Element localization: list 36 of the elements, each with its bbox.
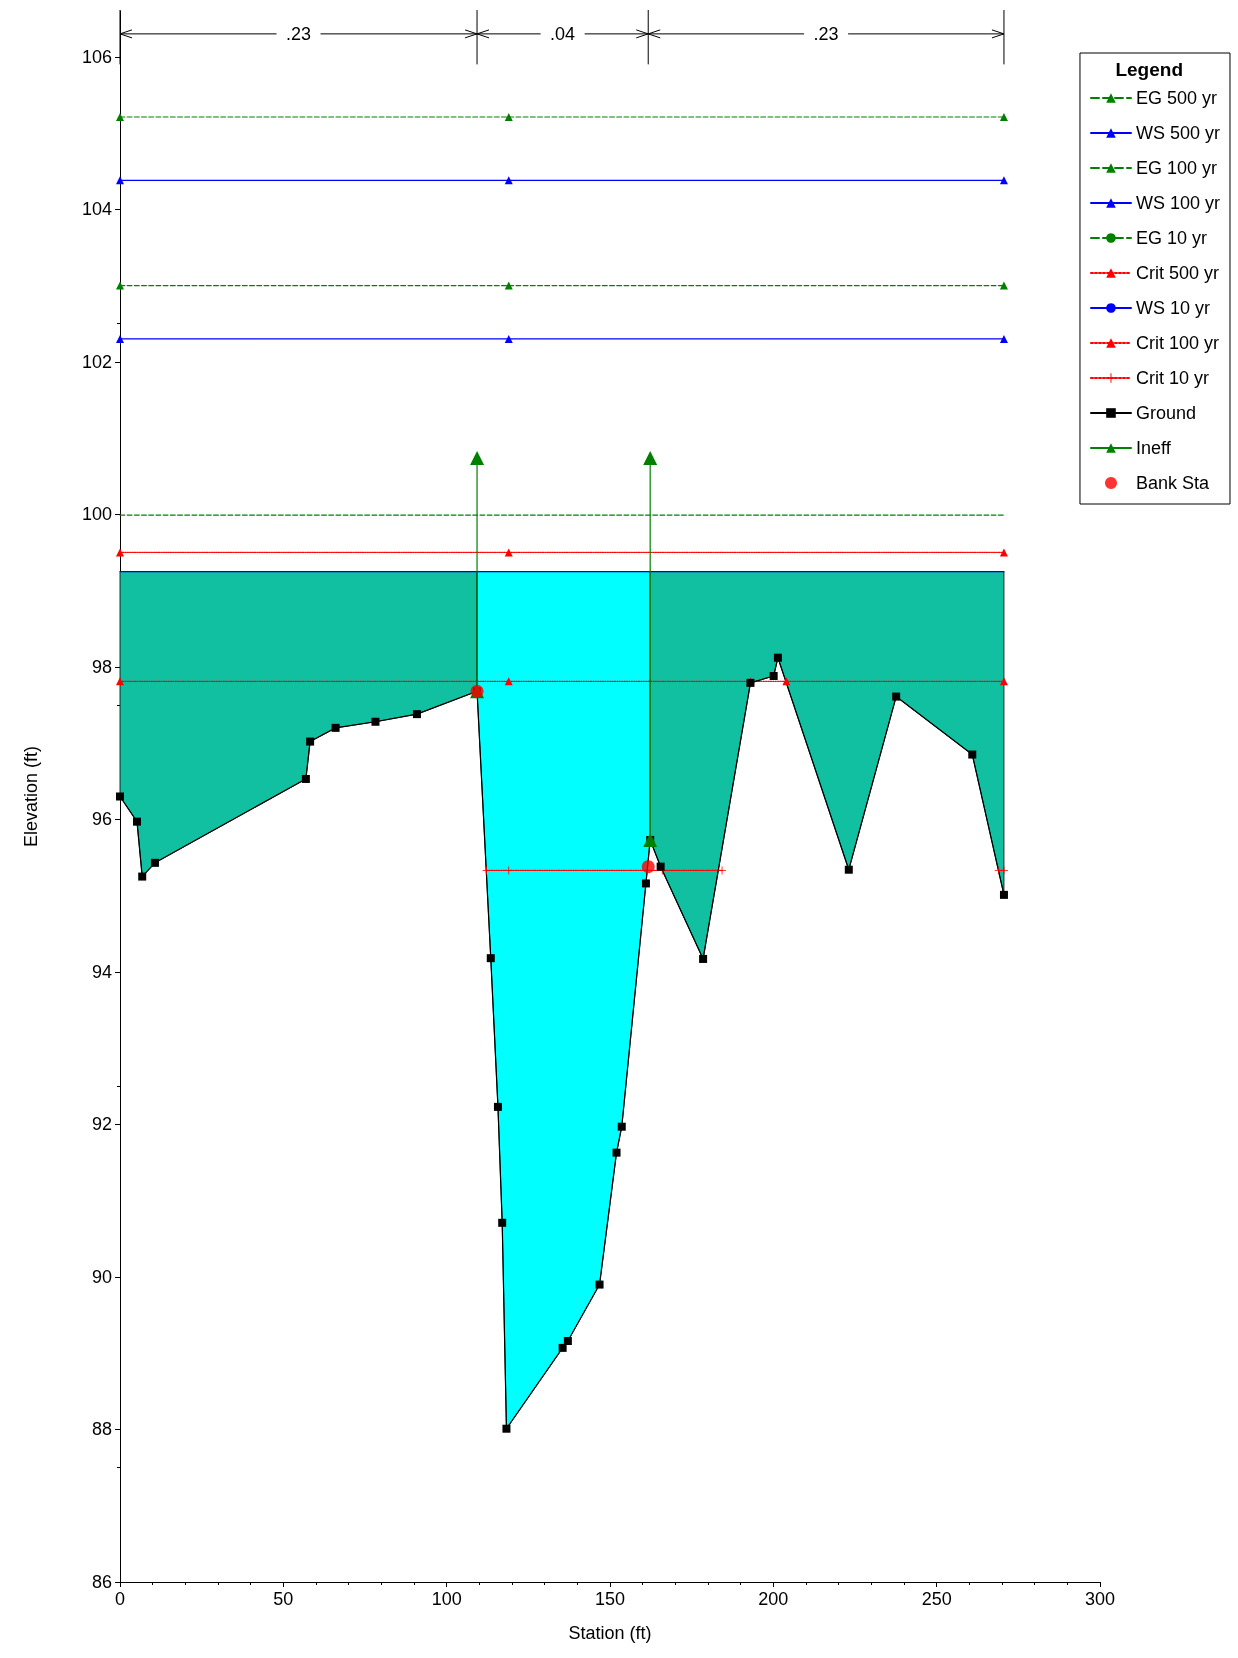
x-tick-label: 50 <box>273 1589 294 1609</box>
y-tick-label: 104 <box>81 199 112 220</box>
x-axis-title: Station (ft) <box>568 1623 652 1643</box>
legend-label: Ground <box>1135 403 1197 423</box>
legend-title: Legend <box>1115 59 1183 80</box>
legend-label: Crit 10 yr <box>1135 368 1209 388</box>
legend-label: Crit 100 yr <box>1135 333 1220 353</box>
x-tick-label: 250 <box>921 1589 952 1609</box>
y-tick-label: 88 <box>91 1419 112 1440</box>
x-tick-label: 150 <box>594 1589 626 1609</box>
legend-label: WS 500 yr <box>1135 123 1221 143</box>
legend-label: Bank Sta <box>1135 473 1211 493</box>
legend-label: EG 500 yr <box>1135 88 1218 108</box>
y-tick-label: 98 <box>91 656 112 677</box>
y-tick-label: 92 <box>91 1114 112 1135</box>
y-tick-label: 100 <box>81 504 112 525</box>
y-axis-title: Elevation (ft) <box>21 745 41 848</box>
annotation: .04 <box>550 23 576 44</box>
y-tick-label: 94 <box>91 961 112 982</box>
annotation: .23 <box>813 23 839 44</box>
x-tick-label: 0 <box>114 1589 126 1609</box>
legend-label: WS 10 yr <box>1135 298 1210 318</box>
y-tick-label: 90 <box>91 1266 112 1287</box>
legend-label: Ineff <box>1135 438 1172 458</box>
y-tick-label: 86 <box>91 1572 112 1592</box>
legend-label: Crit 500 yr <box>1135 263 1220 283</box>
legend-label: EG 100 yr <box>1135 158 1218 178</box>
y-tick-label: 96 <box>91 809 112 830</box>
y-tick-label: 102 <box>81 351 112 372</box>
x-tick-label: 300 <box>1084 1589 1116 1609</box>
legend-label: EG 10 yr <box>1135 228 1208 248</box>
y-tick-label: 106 <box>81 46 112 67</box>
annotation: .23 <box>286 23 312 44</box>
x-tick-label: 200 <box>758 1589 789 1609</box>
x-tick-label: 100 <box>431 1589 462 1609</box>
legend-label: WS 100 yr <box>1135 193 1221 213</box>
